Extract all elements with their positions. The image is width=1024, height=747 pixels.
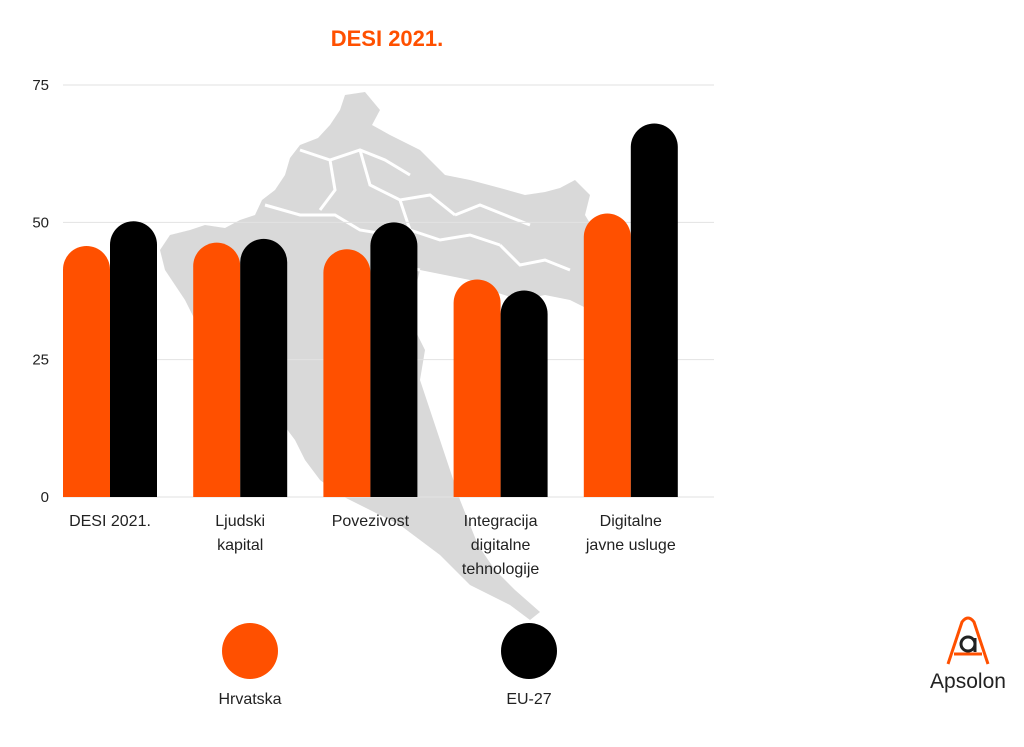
legend-swatch	[222, 623, 278, 679]
y-tick-label: 50	[32, 214, 49, 231]
x-tick-label: Ljudski	[215, 513, 265, 530]
bar-eu-27	[240, 238, 288, 497]
chart-title: DESI 2021.	[331, 26, 444, 51]
x-tick-label: javne usluge	[585, 537, 676, 554]
x-tick-label: kapital	[217, 537, 263, 554]
x-axis: DESI 2021. Ljudski kapital Povezivost Integr…	[69, 513, 676, 578]
bar-eu-27	[630, 123, 678, 497]
bar-hrvatska	[323, 249, 371, 497]
legend-label: EU-27	[506, 691, 551, 708]
bar-hrvatska	[453, 279, 501, 497]
bar-hrvatska	[583, 213, 631, 497]
bars	[63, 123, 678, 498]
legend-label: Hrvatska	[218, 691, 281, 708]
x-tick-label: tehnologije	[462, 561, 540, 578]
y-tick-label: 75	[32, 77, 49, 94]
x-tick-label: Integracija	[464, 513, 538, 530]
bar-hrvatska	[193, 242, 241, 497]
bar-eu-27	[370, 222, 418, 498]
apsolon-logo: Apsolon	[918, 612, 1018, 702]
x-tick-label: Povezivost	[332, 513, 410, 530]
legend: Hrvatska EU-27	[218, 623, 557, 708]
bar-hrvatska	[63, 245, 110, 497]
x-tick-label: DESI 2021.	[69, 513, 151, 530]
y-tick-label: 25	[32, 352, 49, 369]
y-tick-label: 0	[41, 489, 49, 506]
x-tick-label: Digitalne	[600, 513, 662, 530]
apsolon-logo-icon	[946, 616, 990, 665]
legend-swatch	[501, 623, 557, 679]
bar-eu-27	[110, 221, 157, 497]
logo-text: Apsolon	[930, 670, 1006, 693]
x-tick-label: digitalne	[471, 537, 531, 554]
bar-eu-27	[500, 290, 548, 497]
y-axis: 0 25 50 75	[32, 77, 49, 506]
